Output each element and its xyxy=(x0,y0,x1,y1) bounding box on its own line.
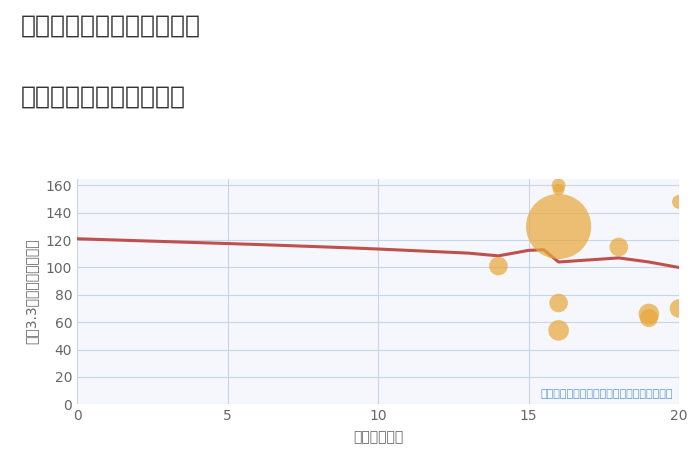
Point xyxy=(553,299,564,307)
Point xyxy=(553,182,564,189)
Point xyxy=(643,314,655,322)
Text: 福岡県福岡市中央区平和の: 福岡県福岡市中央区平和の xyxy=(21,14,201,38)
Point xyxy=(673,305,685,312)
Text: 駅距離別中古戸建て価格: 駅距離別中古戸建て価格 xyxy=(21,85,186,109)
Point xyxy=(553,223,564,230)
Point xyxy=(643,310,655,318)
Point xyxy=(493,262,504,270)
Point xyxy=(553,327,564,334)
Point xyxy=(553,186,564,193)
Point xyxy=(613,243,624,251)
X-axis label: 駅距離（分）: 駅距離（分） xyxy=(353,430,403,444)
Point xyxy=(673,198,685,205)
Y-axis label: 坪（3.3㎡）単価（万円）: 坪（3.3㎡）単価（万円） xyxy=(25,239,38,344)
Text: 円の大きさは、取引のあった物件面積を示す: 円の大きさは、取引のあった物件面積を示す xyxy=(541,389,673,399)
